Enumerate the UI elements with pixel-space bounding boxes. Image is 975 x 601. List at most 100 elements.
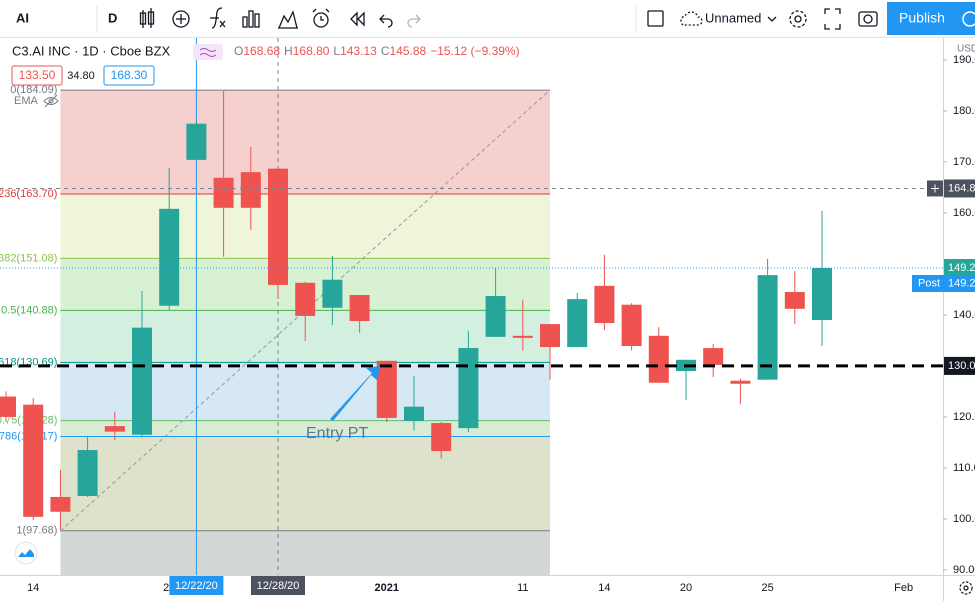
indicators-button[interactable] xyxy=(210,7,226,29)
currency-label: USD xyxy=(957,44,975,55)
annotation-arrow xyxy=(330,366,380,421)
candle-body xyxy=(268,168,288,285)
financials-button[interactable] xyxy=(242,10,260,28)
candle-body xyxy=(512,335,533,338)
sell-box[interactable] xyxy=(11,65,63,86)
candle-body xyxy=(567,299,588,348)
session-label: Post xyxy=(918,277,940,289)
logo xyxy=(14,541,38,565)
symbol-button[interactable]: AI xyxy=(16,10,29,25)
fib-zone xyxy=(60,530,551,575)
x-tick-label: 11 xyxy=(517,582,528,594)
x-tick-label: 25 xyxy=(761,582,773,594)
candle-body xyxy=(648,335,669,383)
fib-zone xyxy=(60,436,551,531)
legend-low: 143.13 xyxy=(340,44,377,58)
fib-zone xyxy=(60,420,551,437)
candle-body xyxy=(594,285,615,324)
candle-body xyxy=(240,172,261,208)
candle-body xyxy=(812,267,832,321)
sell-price[interactable]: 133.50 xyxy=(19,68,56,82)
chart-type-button[interactable] xyxy=(139,8,155,28)
axis-settings-button[interactable] xyxy=(959,581,973,595)
layout-name[interactable]: Unnamed xyxy=(705,10,761,25)
y-tick-label: 100.00 xyxy=(953,513,975,525)
price-axis-labels: USD 90.00 100.00 110.00 120.00 130.00 140.00 1… xyxy=(944,44,975,576)
buy-price[interactable]: 168.30 xyxy=(111,68,148,82)
candle-body xyxy=(621,304,642,347)
x-tick-label: 14 xyxy=(598,582,610,594)
legend-l-label: L xyxy=(333,44,340,58)
y-tick-label: 90.00 xyxy=(953,564,975,576)
legend-open: 168.68 xyxy=(243,44,280,58)
templates-button[interactable] xyxy=(278,10,298,29)
legend-change: −15.12 (−9.39%) xyxy=(430,44,519,58)
y-tick-label: 120.00 xyxy=(953,411,975,423)
compare-button[interactable] xyxy=(172,10,190,28)
toolbar-icons xyxy=(139,7,878,30)
annotation-text: Entry PT xyxy=(306,425,368,442)
candle-body xyxy=(0,396,16,417)
fib-zone xyxy=(60,194,551,259)
candle-body xyxy=(431,423,452,452)
candle-body xyxy=(295,282,316,316)
crosshair-price-label-box xyxy=(944,179,975,198)
fullscreen-button[interactable] xyxy=(824,8,841,30)
spread: 34.80 xyxy=(67,70,95,82)
publish-button[interactable] xyxy=(887,2,959,35)
snapshot-button[interactable] xyxy=(858,11,878,27)
add-alert-icon xyxy=(931,184,939,193)
ohlc-values: O168.68 H168.80 L143.13 C145.88 −15.12 (−9.3… xyxy=(234,44,520,58)
y-tick-label: 160.00 xyxy=(953,207,975,219)
legend-close: 145.88 xyxy=(389,44,426,58)
last-price-label: 149.20 xyxy=(948,262,975,274)
buy-box[interactable] xyxy=(103,65,155,86)
y-tick-label: 180.00 xyxy=(953,105,975,117)
layout-menu-arrow[interactable] xyxy=(767,16,777,22)
undo-button[interactable] xyxy=(379,14,393,28)
x-tick-label: 14 xyxy=(27,582,39,594)
hide-indicator-icon[interactable] xyxy=(43,94,59,108)
side-icon xyxy=(962,11,975,27)
price-axis xyxy=(943,38,975,601)
side-button[interactable] xyxy=(959,2,975,35)
fib-zone xyxy=(60,90,551,195)
y-tick-label: 190.00 xyxy=(953,54,975,66)
session-price: 149.20 xyxy=(948,277,975,289)
fullscreen-toggle[interactable] xyxy=(647,10,664,27)
candle-body xyxy=(50,496,71,512)
layout-cloud-icon[interactable] xyxy=(680,11,703,26)
candle-body xyxy=(730,380,751,384)
legend-o-label: O xyxy=(234,44,243,58)
publish-label[interactable]: Publish xyxy=(899,10,945,26)
legend-badge-icon xyxy=(199,48,217,57)
alert-button[interactable] xyxy=(312,8,330,28)
candle-body xyxy=(186,123,207,160)
price-axis-bg xyxy=(943,38,975,575)
candle-body xyxy=(132,327,152,435)
settings-button[interactable] xyxy=(789,10,807,28)
time-axis-bg xyxy=(0,575,943,601)
toolbar-bg xyxy=(0,0,975,37)
redo-button[interactable] xyxy=(407,14,421,28)
interval-button[interactable]: D xyxy=(108,10,117,25)
fib-level-label: 0.5(140.88) xyxy=(1,304,57,316)
candle-body xyxy=(104,426,125,432)
legend-high: 168.80 xyxy=(293,44,330,58)
candle-body xyxy=(757,275,778,380)
legend-badge[interactable] xyxy=(193,44,223,60)
horizontal-line-label-box xyxy=(944,356,975,375)
y-tick-label: 170.00 xyxy=(953,156,975,168)
legend-h-label: H xyxy=(284,44,293,58)
replay-button[interactable] xyxy=(350,11,365,27)
toolbar: AI D Unnamed Publish xyxy=(0,0,975,38)
legend-c-label: C xyxy=(381,44,390,58)
fib-level-label: 0(184.09) xyxy=(10,84,57,96)
x-tick-label: 20 xyxy=(680,582,692,594)
y-tick-label: 140.00 xyxy=(953,309,975,321)
crosshair-date-label: 12/28/20 xyxy=(257,580,300,592)
candle-body xyxy=(349,295,370,322)
candle-body xyxy=(213,177,234,208)
